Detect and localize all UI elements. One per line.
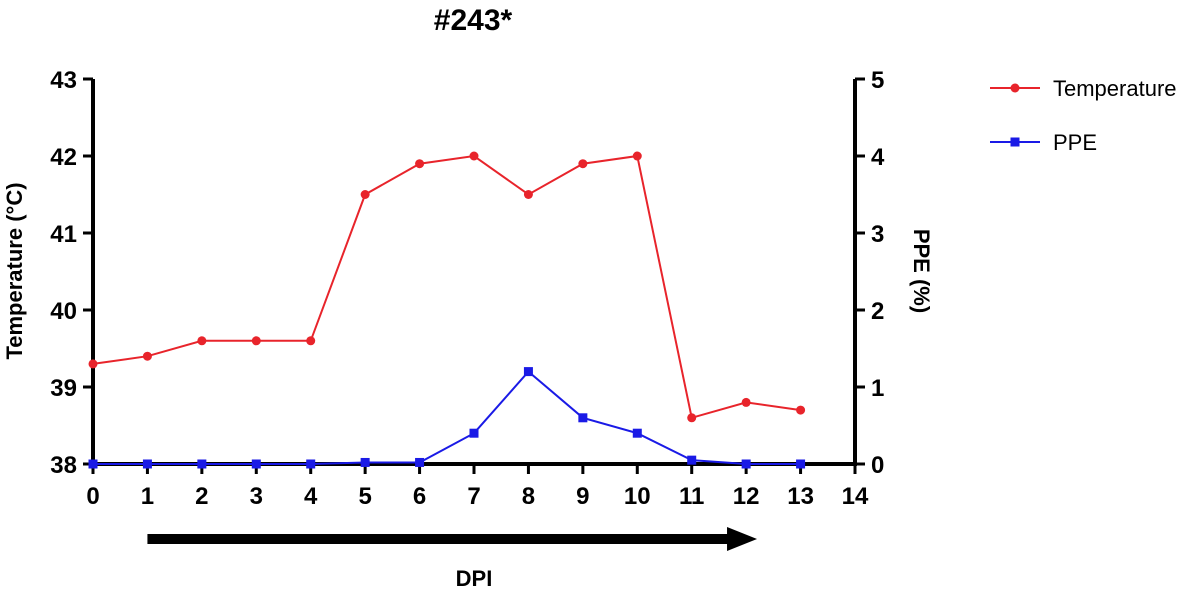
data-point-temperature xyxy=(687,413,697,423)
chart-title: #243* xyxy=(434,4,513,37)
x-tick-label: 12 xyxy=(733,483,760,510)
data-point-ppe xyxy=(415,457,425,467)
x-tick-label: 3 xyxy=(250,483,263,510)
left-tick-label: 39 xyxy=(50,375,77,402)
data-point-ppe xyxy=(88,459,98,469)
data-point-temperature xyxy=(88,359,98,369)
series-layer xyxy=(88,151,806,469)
left-tick-label: 41 xyxy=(50,221,77,248)
legend-label-temperature: Temperature xyxy=(1053,76,1177,101)
axes xyxy=(91,79,857,466)
data-point-temperature xyxy=(306,336,316,346)
right-tick-label: 2 xyxy=(871,298,884,325)
dpi-arrow xyxy=(147,527,758,551)
right-tick-label: 0 xyxy=(871,452,884,479)
data-point-ppe xyxy=(632,428,642,438)
data-point-ppe xyxy=(578,413,588,423)
right-tick-label: 5 xyxy=(871,67,884,94)
data-point-ppe xyxy=(796,459,806,469)
right-tick-label: 4 xyxy=(871,144,885,171)
data-point-temperature xyxy=(360,190,370,199)
right-tick-label: 1 xyxy=(871,375,884,402)
data-point-temperature xyxy=(469,151,479,161)
data-point-ppe xyxy=(469,428,479,438)
x-tick-label: 1 xyxy=(141,483,154,510)
data-point-temperature xyxy=(796,405,806,415)
left-axis-title: Temperature (°C) xyxy=(2,182,27,359)
data-point-ppe xyxy=(251,459,261,469)
x-tick-label: 6 xyxy=(413,483,426,510)
data-point-ppe xyxy=(197,459,207,469)
left-ticks: 38 39 40 41 42 43 xyxy=(50,67,93,479)
x-axis-title: DPI xyxy=(456,566,493,590)
data-point-temperature xyxy=(415,159,425,169)
data-point-ppe xyxy=(687,455,697,465)
legend-marker xyxy=(1010,137,1020,147)
right-axis-title: PPE (%) xyxy=(909,229,934,313)
x-tick-label: 0 xyxy=(86,483,99,510)
left-tick-label: 38 xyxy=(50,452,77,479)
x-tick-label: 13 xyxy=(787,483,814,510)
left-tick-label: 42 xyxy=(50,144,77,171)
dpi-arrow-head xyxy=(727,527,758,551)
x-tick-label: 9 xyxy=(576,483,589,510)
data-point-temperature xyxy=(251,336,261,346)
data-point-temperature xyxy=(578,159,588,169)
x-ticks: 0 1 2 3 4 5 6 7 8 9 10 11 12 13 14 xyxy=(86,464,869,510)
right-tick-label: 3 xyxy=(871,221,884,248)
x-tick-label: 11 xyxy=(679,483,704,510)
legend: Temperature PPE xyxy=(990,76,1177,155)
data-point-ppe xyxy=(360,457,370,467)
right-ticks: 0 1 2 3 4 5 xyxy=(855,67,885,479)
x-tick-label: 7 xyxy=(467,483,480,510)
x-tick-label: 5 xyxy=(358,483,371,510)
x-tick-label: 4 xyxy=(304,483,318,510)
data-point-ppe xyxy=(142,459,152,469)
x-tick-label: 14 xyxy=(842,483,869,510)
data-point-temperature xyxy=(197,336,207,346)
dpi-arrow-shaft xyxy=(147,534,730,544)
left-tick-label: 40 xyxy=(50,298,77,325)
x-tick-label: 8 xyxy=(522,483,535,510)
series-line-ppe xyxy=(93,370,801,465)
data-point-temperature xyxy=(523,190,533,199)
legend-label-ppe: PPE xyxy=(1053,130,1097,155)
data-point-ppe xyxy=(306,459,316,469)
series-line-temperature xyxy=(92,154,801,420)
x-tick-label: 2 xyxy=(195,483,208,510)
data-point-ppe xyxy=(523,367,533,377)
data-point-temperature xyxy=(741,397,751,407)
x-tick-label: 10 xyxy=(624,483,651,510)
data-point-temperature xyxy=(142,351,152,361)
legend-marker xyxy=(1010,83,1020,93)
data-point-temperature xyxy=(632,151,642,161)
data-point-ppe xyxy=(741,459,751,469)
left-tick-label: 43 xyxy=(50,67,77,94)
